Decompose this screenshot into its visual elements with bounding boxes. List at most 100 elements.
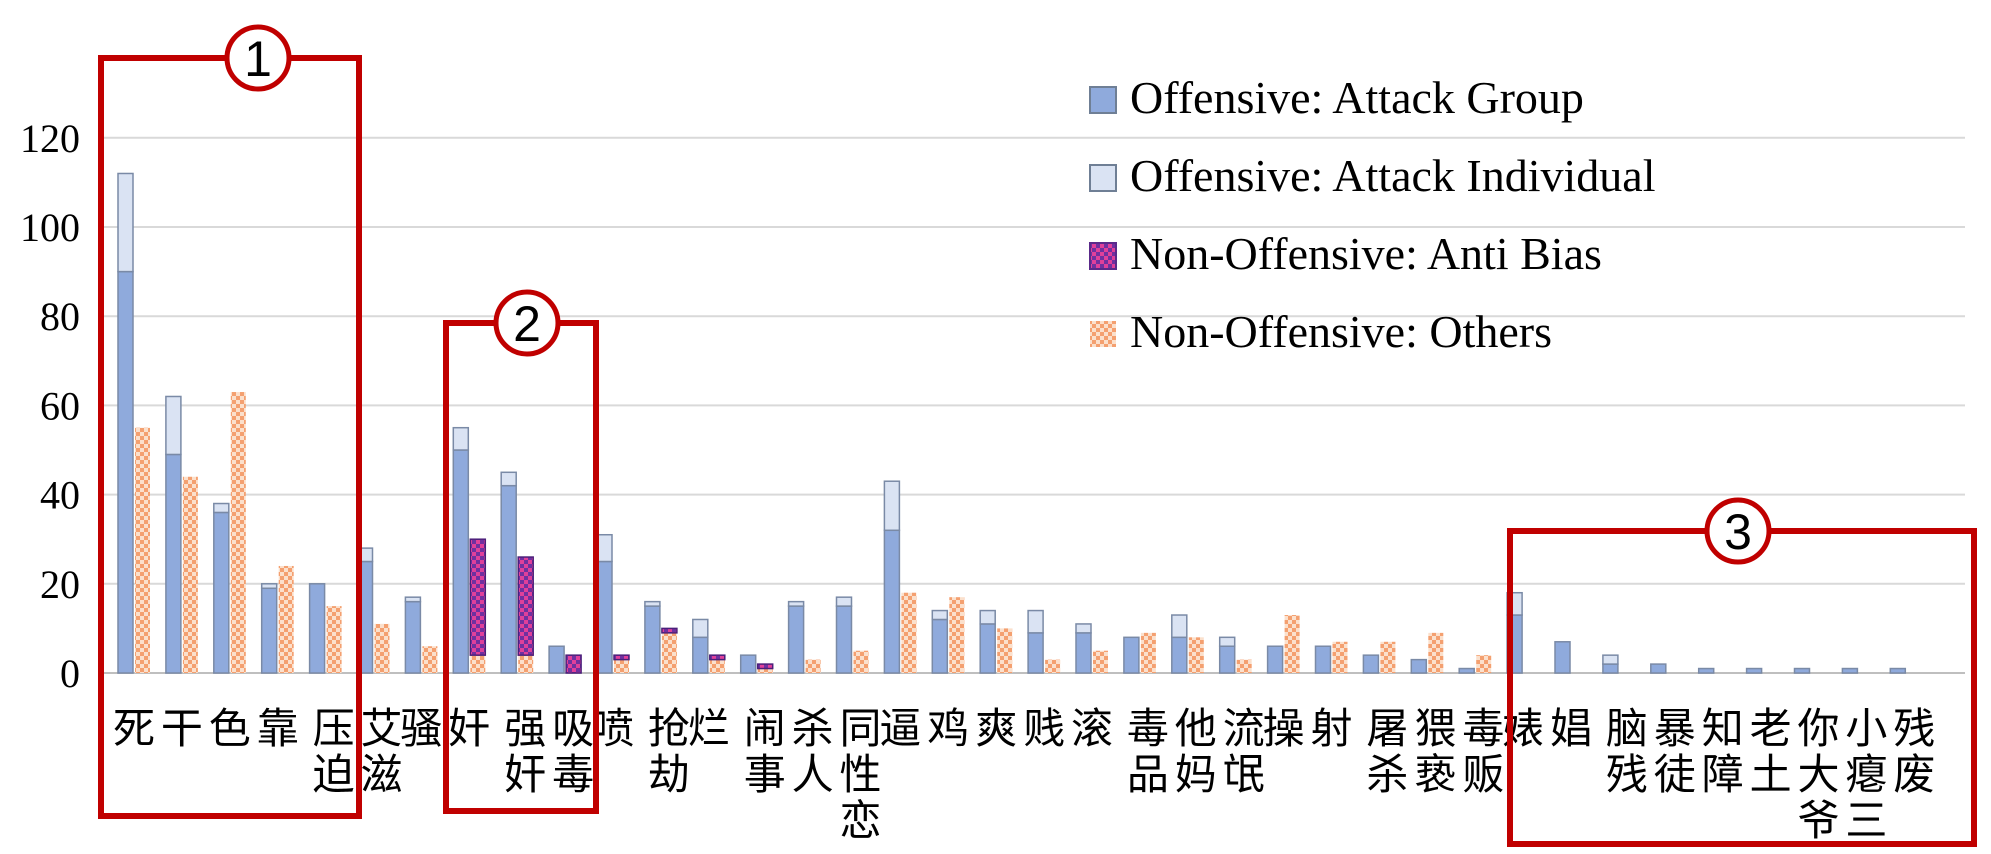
x-category-label: 暴徒 <box>1654 704 1696 799</box>
bar-attack-group <box>308 583 326 674</box>
bar-others <box>135 427 150 673</box>
bar-others <box>230 392 246 673</box>
bar-anti-bias <box>756 663 774 670</box>
bar-attack-group <box>1793 667 1811 674</box>
bar-attack-group <box>1602 663 1619 674</box>
legend-swatch-attack-group <box>1089 86 1117 114</box>
bar-attack-group <box>500 484 517 674</box>
bar-anti-bias <box>661 627 678 634</box>
bar-others <box>997 628 1013 673</box>
bar-attack-group <box>1171 636 1188 674</box>
bar-attack-group <box>452 449 470 674</box>
bar-attack-individual <box>500 471 517 487</box>
bar-others <box>182 476 198 673</box>
x-category-label: 骚 <box>400 704 442 753</box>
x-category-label: 逼 <box>879 704 921 753</box>
x-category-label: 抢劫 <box>648 704 690 799</box>
bar-anti-bias <box>565 654 582 674</box>
bar-attack-individual <box>979 609 996 625</box>
bar-others <box>1332 641 1348 673</box>
x-category-label: 猥亵 <box>1414 704 1456 799</box>
bar-attack-individual <box>1218 636 1236 647</box>
bar-anti-bias <box>613 654 630 661</box>
legend-swatch-anti-bias <box>1089 242 1117 270</box>
bar-attack-group <box>1697 667 1715 674</box>
bar-attack-individual <box>931 609 949 621</box>
bar-others <box>805 659 821 673</box>
x-category-label: 奸 <box>448 704 490 753</box>
bar-attack-group <box>548 645 565 674</box>
bar-attack-group <box>644 605 661 674</box>
bar-attack-group <box>739 654 757 674</box>
bars <box>117 172 1907 674</box>
bar-others <box>278 565 294 673</box>
y-tick-label: 120 <box>20 116 80 161</box>
bar-attack-individual <box>452 426 470 451</box>
bar-others <box>1380 641 1396 673</box>
bar-attack-group <box>596 560 613 674</box>
x-category-label: 烂 <box>688 704 730 753</box>
y-tick-label: 0 <box>60 651 80 696</box>
x-category-label: 滚 <box>1071 704 1113 753</box>
bar-attack-individual <box>260 583 278 590</box>
bar-attack-group <box>883 529 901 674</box>
annotation-badge <box>1704 497 1772 565</box>
bar-attack-group <box>1266 645 1284 674</box>
x-category-label: 毒贩 <box>1462 704 1504 799</box>
bar-attack-group <box>1410 658 1428 674</box>
bar-attack-individual <box>1171 614 1188 639</box>
bar-attack-group <box>1123 636 1140 674</box>
bar-others <box>709 659 725 673</box>
y-tick-label: 80 <box>40 294 80 339</box>
bar-attack-group <box>1650 663 1667 674</box>
y-tick-label: 60 <box>40 383 80 428</box>
bar-others <box>1093 650 1108 673</box>
bar-anti-bias <box>469 538 487 656</box>
x-category-label: 脑残 <box>1606 704 1648 799</box>
x-category-label: 同性恋 <box>839 704 881 845</box>
bar-attack-group <box>404 600 422 674</box>
bar-others <box>1476 655 1492 673</box>
bar-attack-group <box>1745 667 1763 674</box>
bar-anti-bias <box>709 654 726 661</box>
x-category-label: 死 <box>113 704 155 753</box>
y-tick-label: 20 <box>40 562 80 607</box>
bar-attack-group <box>1362 654 1380 674</box>
bar-attack-individual <box>787 600 805 607</box>
bar-attack-group <box>260 587 278 674</box>
x-category-label: 压迫 <box>313 704 355 799</box>
bar-attack-group <box>1314 645 1332 674</box>
x-category-label: 杀人 <box>792 704 834 799</box>
legend-label-attack-individual: Offensive: Attack Individual <box>1130 150 1655 201</box>
bar-others <box>614 659 629 673</box>
bar-attack-group <box>165 453 182 674</box>
bar-attack-individual <box>165 395 182 456</box>
x-category-label: 干 <box>161 704 203 753</box>
bar-others <box>1140 632 1156 673</box>
annotation-badge-label: 1 <box>244 31 272 87</box>
bar-attack-group <box>1554 641 1571 674</box>
bar-others <box>949 597 965 673</box>
x-category-label: 屠杀 <box>1366 704 1408 799</box>
bar-attack-individual <box>117 172 134 273</box>
legend-swatch-others <box>1090 321 1116 347</box>
y-tick-label: 40 <box>40 473 80 518</box>
bar-attack-group <box>692 636 709 674</box>
bar-attack-group <box>1889 667 1907 674</box>
bar-attack-group <box>117 270 134 674</box>
legend-swatch-attack-individual <box>1089 164 1117 192</box>
bar-others <box>374 623 390 673</box>
bar-attack-group <box>1027 632 1044 674</box>
x-category-label: 强奸 <box>504 704 546 799</box>
x-category-label: 他妈 <box>1175 704 1217 799</box>
x-category-label: 吸毒 <box>552 704 594 799</box>
bar-attack-individual <box>404 596 422 603</box>
bar-others <box>1188 637 1204 673</box>
y-tick-label: 100 <box>20 205 80 250</box>
bar-attack-individual <box>883 480 901 532</box>
annotation-badge-label: 3 <box>1724 504 1752 560</box>
bar-attack-individual <box>596 533 613 563</box>
x-axis-categories: 死干色靠压迫艾滋骚奸强奸吸毒喷 抢劫烂 闹事杀人同性恋逼鸡爽贱滚毒品他妈流氓操射屠杀… <box>113 704 1935 845</box>
bar-others <box>326 606 342 673</box>
bar-others <box>661 632 677 673</box>
